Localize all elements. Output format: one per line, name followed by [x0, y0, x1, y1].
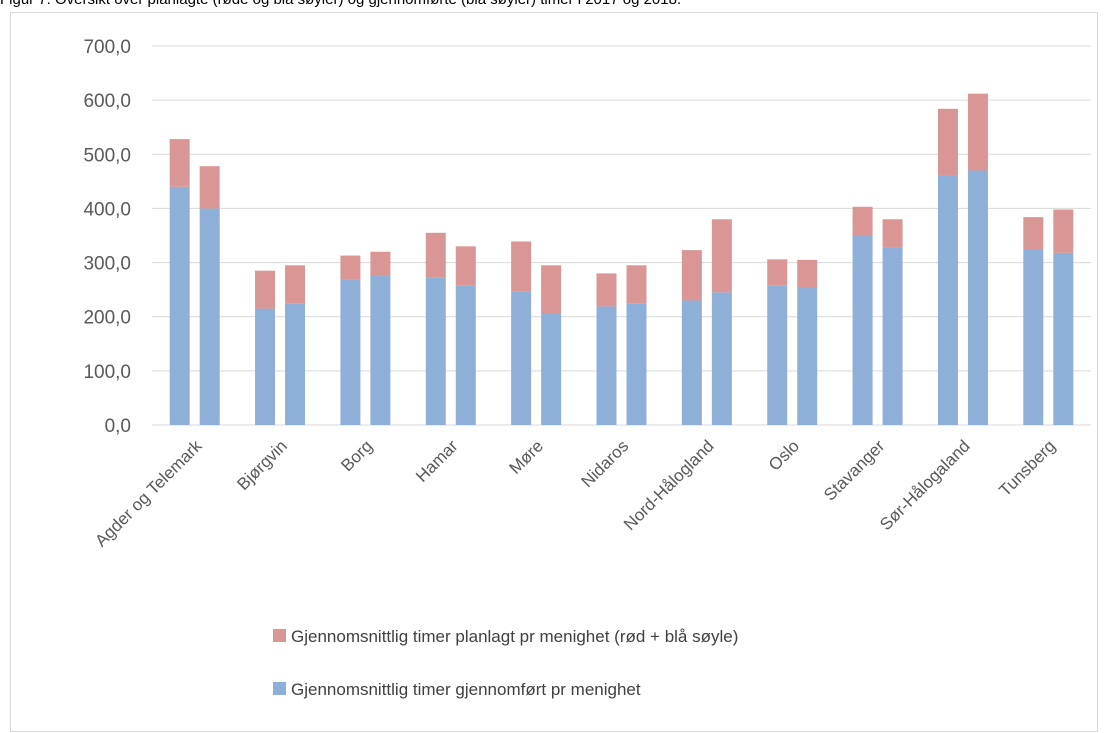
legend-label-completed: Gjennomsnittlig timer gjennomført pr men… — [291, 680, 641, 699]
bar-planned-2017 — [937, 108, 958, 176]
bar-planned-2017 — [511, 241, 532, 292]
bar-planned-2017 — [681, 250, 702, 301]
bar-planned-2018 — [626, 265, 647, 304]
bar-planned-2018 — [455, 246, 476, 286]
bar-completed-2018 — [370, 275, 391, 425]
bar-completed-2018 — [797, 288, 818, 425]
bar-completed-2017 — [852, 235, 873, 425]
bar-planned-2018 — [882, 219, 903, 248]
bar-planned-2017 — [169, 139, 190, 187]
bar-planned-2018 — [370, 251, 391, 276]
chart-area: 0,0 100,0 200,0 300,0 400,0 500,0 600,0 700,0 A… — [10, 12, 1098, 732]
x-category-label: Møre — [505, 436, 546, 477]
legend-swatch-completed — [273, 682, 286, 695]
bar-planned-2018 — [541, 265, 562, 315]
x-category-label: Nidaros — [577, 436, 632, 491]
x-category-label: Oslo — [765, 436, 803, 474]
bar-planned-2018 — [1053, 209, 1074, 253]
bar-completed-2018 — [1053, 252, 1074, 425]
bar-completed-2017 — [767, 285, 788, 425]
x-category-label: Hamar — [412, 436, 462, 486]
bar-planned-2018 — [711, 219, 732, 293]
bar-completed-2017 — [511, 291, 532, 425]
y-tick-label: 200,0 — [83, 308, 131, 329]
y-tick-label: 600,0 — [83, 91, 131, 112]
bar-planned-2018 — [199, 166, 220, 209]
bar-planned-2017 — [767, 259, 788, 286]
y-tick-label: 300,0 — [83, 254, 131, 275]
figure-caption: Figur 7: Oversikt over planlagte (røde o… — [0, 0, 681, 8]
bar-completed-2017 — [169, 186, 190, 425]
x-category-label: Bjørgvin — [233, 436, 291, 494]
x-axis-labels: Agder og Telemark Bjørgvin Borg Hamar Møre Ni… — [91, 436, 1059, 550]
bar-completed-2018 — [455, 285, 476, 425]
bar-planned-2017 — [1023, 217, 1044, 250]
stacked-bar-chart: 0,0 100,0 200,0 300,0 400,0 500,0 600,0 700,0 A… — [83, 37, 1091, 699]
bar-planned-2018 — [285, 265, 306, 304]
bar-completed-2017 — [1023, 249, 1044, 425]
bar-completed-2017 — [596, 306, 617, 425]
bar-completed-2018 — [967, 170, 988, 425]
bar-completed-2017 — [255, 308, 276, 425]
x-category-label: Tunsberg — [995, 436, 1059, 500]
bar-completed-2018 — [711, 292, 732, 425]
legend-label-planned: Gjennomsnittlig timer planlagt pr menigh… — [291, 627, 738, 646]
bar-completed-2017 — [681, 300, 702, 425]
y-tick-label: 0,0 — [105, 416, 131, 437]
bar-completed-2018 — [882, 247, 903, 425]
y-tick-label: 700,0 — [83, 37, 131, 58]
bar-planned-2017 — [255, 270, 276, 309]
x-category-label: Borg — [337, 436, 376, 475]
bar-planned-2018 — [797, 259, 818, 289]
legend: Gjennomsnittlig timer planlagt pr menigh… — [273, 627, 738, 699]
bar-planned-2017 — [596, 273, 617, 307]
bar-completed-2018 — [199, 208, 220, 425]
bars — [169, 93, 1074, 425]
bar-completed-2018 — [626, 303, 647, 425]
bar-completed-2017 — [340, 279, 361, 425]
legend-swatch-planned — [273, 629, 286, 642]
x-category-label: Nord-Hålogland — [620, 436, 718, 534]
y-tick-label: 400,0 — [83, 199, 131, 220]
x-category-label: Stavanger — [820, 436, 888, 504]
bar-planned-2018 — [967, 93, 988, 171]
bar-completed-2017 — [937, 175, 958, 425]
bar-completed-2018 — [541, 314, 562, 425]
y-tick-label: 500,0 — [83, 145, 131, 166]
bar-planned-2017 — [852, 206, 873, 236]
bar-planned-2017 — [340, 255, 361, 280]
x-category-label: Agder og Telemark — [91, 436, 205, 550]
y-tick-label: 100,0 — [83, 362, 131, 383]
bar-completed-2017 — [425, 277, 446, 425]
gridlines — [152, 45, 1091, 426]
bar-completed-2018 — [285, 303, 306, 425]
y-axis-ticks: 0,0 100,0 200,0 300,0 400,0 500,0 600,0 700,0 — [83, 37, 131, 437]
x-category-label: Sør-Hålogaland — [876, 436, 974, 534]
bar-planned-2017 — [425, 232, 446, 278]
